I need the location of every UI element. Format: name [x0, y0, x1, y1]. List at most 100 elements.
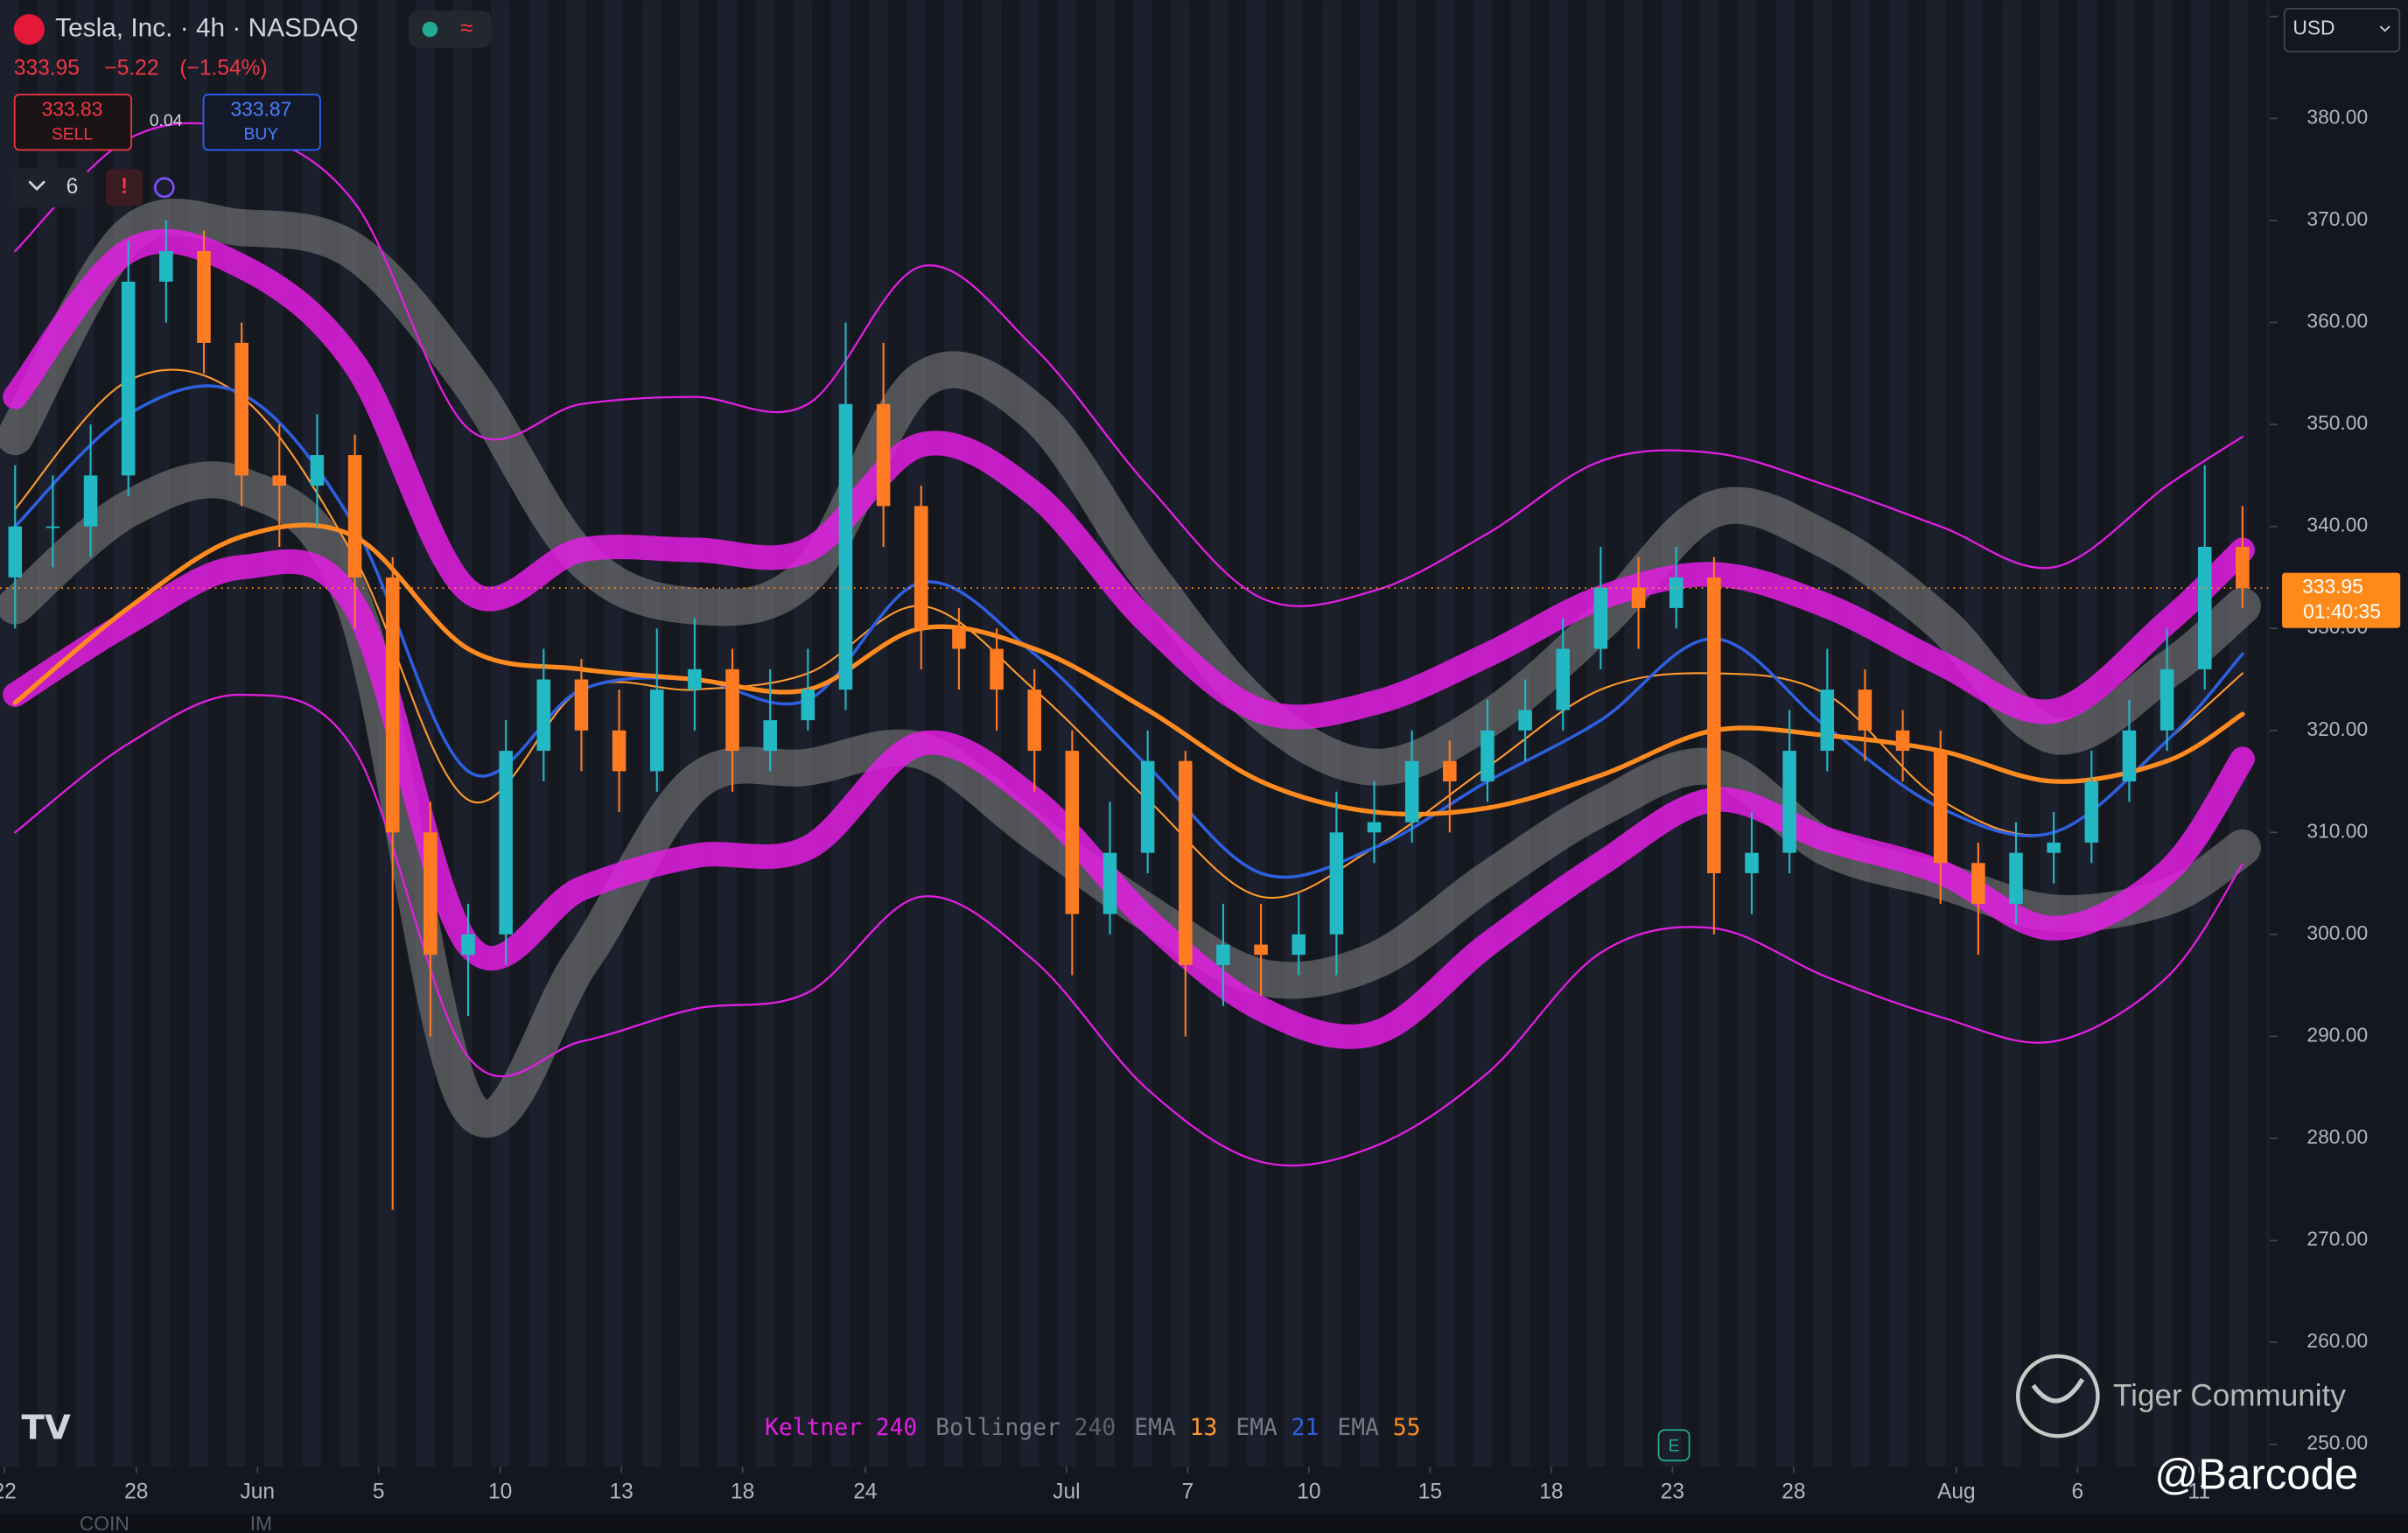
candle-body — [461, 934, 475, 956]
candle-body — [2009, 852, 2023, 904]
x-tick-label: 13 — [610, 1480, 634, 1504]
legend-length: 55 — [1393, 1415, 1421, 1441]
y-tick-label: 350.00 — [2306, 411, 2368, 434]
footer-tab[interactable]: COIN — [80, 1512, 130, 1533]
header: Tesla, Inc. · 4h · NASDAQ ≈ 333.95 −5.22… — [12, 10, 492, 208]
x-tick-label: 5 — [373, 1480, 385, 1504]
candle-body — [1631, 587, 1646, 608]
candle-body — [1593, 587, 1608, 649]
candle-body — [8, 526, 23, 578]
x-tick-label: 15 — [1418, 1480, 1442, 1504]
candle-body — [499, 751, 513, 934]
ema-line — [13, 384, 2244, 879]
candle-body — [1933, 751, 1948, 864]
alert-icon[interactable] — [106, 169, 144, 206]
x-tick-label: 18 — [1539, 1480, 1563, 1504]
tv-logo: 𝗧𝗩 — [22, 1409, 71, 1446]
candle-body — [2236, 546, 2250, 589]
candle-body — [1745, 852, 1759, 873]
indicator-count: 6 — [66, 175, 79, 199]
x-tick-label: 24 — [853, 1480, 877, 1504]
market-status — [422, 21, 438, 38]
brand: Tiger Community — [2113, 1379, 2346, 1413]
plot — [0, 122, 2271, 1210]
candle-body — [1858, 690, 1872, 731]
candle-body — [763, 720, 777, 752]
watermark: Tiger Community @Barcode — [2016, 1354, 2358, 1499]
legend-length: 240 — [1074, 1415, 1116, 1441]
sell-button[interactable] — [13, 94, 132, 151]
band-outer-lower — [14, 693, 2244, 1167]
tiger-logo — [2016, 1354, 2100, 1438]
sell-price: 333.83 — [42, 98, 103, 121]
candle-body — [649, 690, 664, 772]
candle-body — [310, 455, 325, 486]
candle-body — [1895, 730, 1910, 752]
indicator-toggle[interactable] — [12, 167, 88, 208]
x-tick-label: 6 — [2072, 1480, 2084, 1504]
candle-body — [1707, 577, 1721, 873]
candle-body — [2084, 781, 2099, 843]
candle-body — [1782, 751, 1796, 853]
candle-body — [876, 403, 891, 507]
x-tick-label: 10 — [488, 1480, 512, 1504]
earnings-marker[interactable] — [1657, 1429, 1690, 1462]
price-tag-timer: 01:40:35 — [2303, 599, 2381, 622]
candle-body — [2122, 730, 2137, 782]
candle-body — [1404, 760, 1419, 822]
band-outer-upper — [14, 122, 2244, 607]
candle-body — [159, 250, 173, 282]
candle-body — [990, 648, 1004, 690]
legend-length: 240 — [876, 1415, 918, 1441]
legend-name: Keltner — [765, 1415, 862, 1441]
candle-body — [688, 668, 702, 690]
candle-body — [46, 526, 60, 528]
y-tick-label: 260.00 — [2306, 1329, 2368, 1352]
y-tick-label: 290.00 — [2306, 1023, 2368, 1046]
x-tick-label: 10 — [1297, 1480, 1320, 1504]
change-pct: (−1.54%) — [179, 57, 267, 80]
candle-body — [574, 679, 589, 731]
band-upper — [0, 199, 2261, 786]
candle-body — [272, 475, 287, 486]
y-tick-label: 320.00 — [2306, 718, 2368, 740]
buy-button[interactable] — [202, 94, 321, 151]
symbol[interactable]: Tesla, Inc. · 4h · NASDAQ — [55, 13, 358, 42]
legend-length: 13 — [1190, 1415, 1218, 1441]
ema-line — [12, 522, 2245, 817]
earnings-e: E — [1669, 1438, 1680, 1456]
chevron — [28, 180, 46, 192]
price-tag — [2282, 572, 2401, 628]
candle-body — [914, 506, 928, 629]
candle-body — [2160, 668, 2174, 731]
alert-mark: ! — [121, 175, 128, 199]
x-tick-label: Jun — [240, 1480, 275, 1504]
candle-body — [2197, 546, 2212, 669]
y-tick-label: 310.00 — [2306, 819, 2368, 842]
y-tick-label: 380.00 — [2306, 105, 2368, 128]
candle-body — [1102, 852, 1117, 914]
candle-body — [838, 403, 853, 690]
footer-tab[interactable]: IM — [250, 1512, 272, 1533]
legend-name: Bollinger — [935, 1415, 1060, 1441]
x-tick-label: 28 — [1782, 1480, 1805, 1504]
price-tag-value: 333.95 — [2302, 575, 2363, 598]
legend-name: EMA — [1134, 1415, 1176, 1441]
candle-body — [197, 250, 211, 343]
x-tick-label: 23 — [1661, 1480, 1684, 1504]
currency: USD — [2292, 17, 2334, 39]
currency-select[interactable] — [2283, 7, 2401, 52]
candle-body — [1480, 730, 1494, 782]
candle-body — [1027, 690, 1041, 752]
x-tick-label: 22 — [0, 1480, 17, 1504]
legend-name: EMA — [1236, 1415, 1278, 1441]
x-tick-label: Jul — [1053, 1480, 1080, 1504]
candle-body — [612, 730, 626, 772]
candle-body — [1443, 760, 1457, 782]
candle-body — [1216, 944, 1230, 965]
candle-body — [1254, 944, 1268, 956]
candle-body — [234, 342, 248, 476]
candle-body — [1518, 710, 1532, 731]
candle-body — [952, 628, 966, 649]
